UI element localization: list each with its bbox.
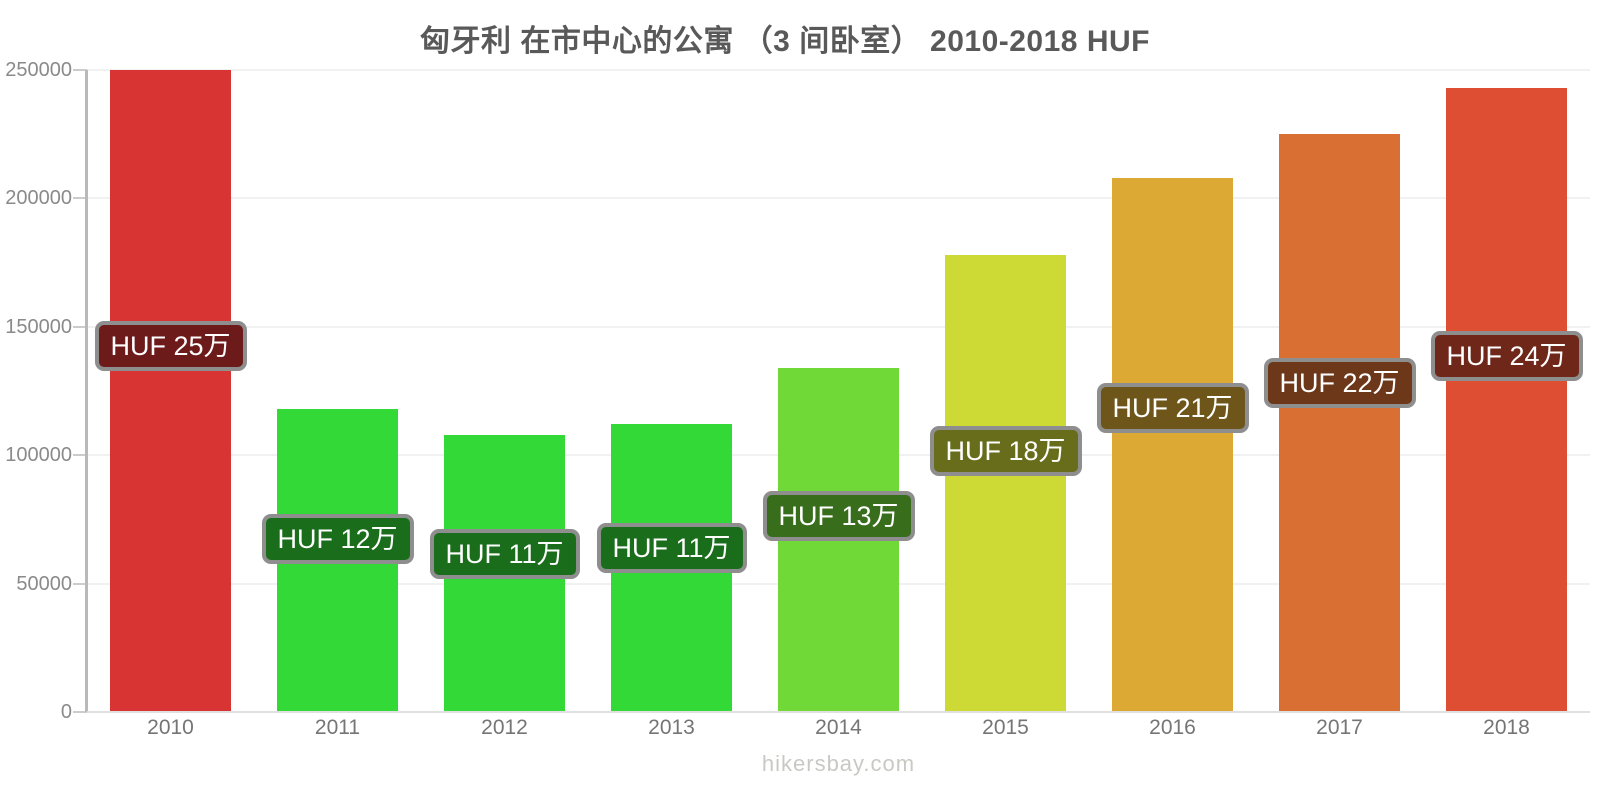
y-gridline <box>87 197 1590 200</box>
y-axis-label: 150000 <box>5 315 72 338</box>
bar-value-badge-2016: HUF 21万 <box>1096 382 1249 433</box>
y-axis-label: 100000 <box>5 444 72 467</box>
bar-value-badge-2011: HUF 12万 <box>261 514 414 565</box>
y-axis-tick <box>73 582 87 585</box>
y-axis-label: 50000 <box>16 572 72 595</box>
bar-2018 <box>1446 87 1567 712</box>
watermark-text: hikersbay.com <box>761 751 916 776</box>
x-axis-label-2014: 2014 <box>815 716 862 739</box>
x-axis-label-2012: 2012 <box>481 716 528 739</box>
bar-value-badge-2014: HUF 13万 <box>762 490 915 541</box>
y-axis-label: 0 <box>60 701 72 723</box>
x-axis-label-2010: 2010 <box>147 716 194 739</box>
y-axis-label: 250000 <box>5 59 72 81</box>
bar-value-badge-2017: HUF 22万 <box>1263 357 1416 408</box>
x-axis-label-2018: 2018 <box>1483 716 1530 739</box>
bar-value-badge-2018: HUF 24万 <box>1430 331 1583 382</box>
y-gridline <box>87 325 1590 328</box>
x-axis-label-2013: 2013 <box>648 716 695 739</box>
y-axis-tick <box>73 197 87 200</box>
x-axis-label-2011: 2011 <box>314 716 361 739</box>
bar-value-badge-2013: HUF 11万 <box>596 523 747 574</box>
y-axis-tick <box>73 69 87 71</box>
bar-2017 <box>1279 134 1400 712</box>
x-axis-label-2017: 2017 <box>1316 716 1363 739</box>
chart-title: 匈牙利 在市中心的公寓 （3 间卧室） 2010-2018 HUF <box>420 25 1150 58</box>
bar-2010 <box>110 70 231 712</box>
y-gridline <box>87 69 1590 71</box>
bar-2016 <box>1112 177 1233 712</box>
bar-2015 <box>945 254 1066 712</box>
bar-value-badge-2015: HUF 18万 <box>929 426 1082 477</box>
x-axis-line <box>87 711 1590 713</box>
x-axis-label-2015: 2015 <box>982 716 1029 739</box>
x-axis-label-2016: 2016 <box>1149 716 1196 739</box>
bar-value-badge-2012: HUF 11万 <box>429 528 580 579</box>
y-axis-label: 200000 <box>5 187 72 210</box>
y-axis-tick <box>73 711 87 713</box>
y-axis-tick <box>73 325 87 328</box>
y-axis-line <box>85 70 88 712</box>
y-axis-tick <box>73 454 87 457</box>
bar-value-badge-2010: HUF 25万 <box>94 321 247 372</box>
